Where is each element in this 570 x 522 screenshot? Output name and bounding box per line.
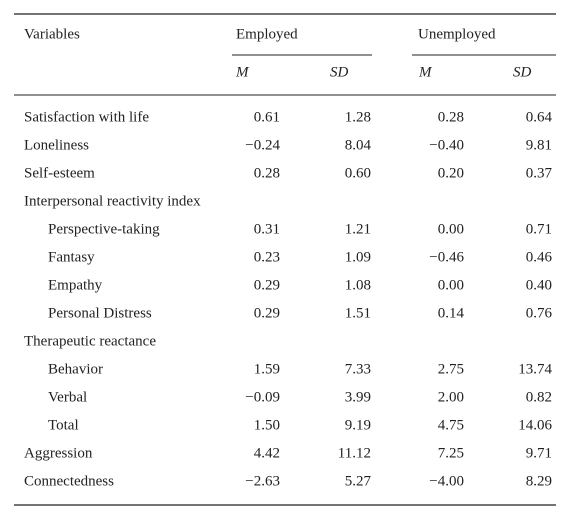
cell-value: 0.28	[438, 109, 464, 125]
sub-row-label: Personal Distress	[48, 305, 152, 321]
cell-value: 0.14	[438, 305, 465, 321]
cell-value: −0.40	[429, 137, 464, 153]
cell-value: 0.29	[254, 305, 280, 321]
column-header: SD	[513, 64, 532, 80]
cell-value: 0.00	[438, 277, 464, 293]
column-header: SD	[330, 64, 349, 80]
column-header: M	[418, 64, 433, 80]
cell-value: 0.76	[526, 305, 553, 321]
cell-value: 5.27	[345, 473, 372, 489]
cell-value: −4.00	[429, 473, 464, 489]
cell-value: −0.24	[245, 137, 280, 153]
row-label: Connectedness	[24, 473, 114, 489]
cell-value: 1.28	[345, 109, 371, 125]
cell-value: 9.19	[345, 417, 371, 433]
cell-value: 0.20	[438, 165, 464, 181]
cell-value: 14.06	[518, 417, 552, 433]
sub-row-label: Empathy	[48, 277, 103, 293]
cell-value: 8.04	[345, 137, 372, 153]
cell-value: 2.00	[438, 389, 464, 405]
cell-value: 3.99	[345, 389, 371, 405]
row-label: Self-esteem	[24, 165, 95, 181]
row-label: Satisfaction with life	[24, 109, 149, 125]
cell-value: 0.82	[526, 389, 552, 405]
cell-value: 1.59	[254, 361, 280, 377]
group-header: Employed	[236, 26, 298, 42]
cell-value: 8.29	[526, 473, 552, 489]
sub-row-label: Fantasy	[48, 249, 95, 265]
cell-value: 11.12	[338, 445, 371, 461]
row-label: Aggression	[24, 445, 93, 461]
sub-row-label: Verbal	[48, 389, 87, 405]
cell-value: 1.09	[345, 249, 371, 265]
sub-row-label: Perspective-taking	[48, 221, 160, 237]
cell-value: 7.25	[438, 445, 464, 461]
sub-row-label: Behavior	[48, 361, 103, 377]
cell-value: −0.09	[245, 389, 280, 405]
header-variables: Variables	[24, 26, 80, 42]
cell-value: 0.40	[526, 277, 552, 293]
row-label: Interpersonal reactivity index	[24, 193, 201, 209]
cell-value: −2.63	[245, 473, 280, 489]
cell-value: −0.46	[429, 249, 464, 265]
cell-value: 0.31	[254, 221, 280, 237]
cell-value: 0.37	[526, 165, 553, 181]
cell-value: 0.23	[254, 249, 280, 265]
cell-value: 4.75	[438, 417, 464, 433]
cell-value: 9.71	[526, 445, 552, 461]
cell-value: 2.75	[438, 361, 464, 377]
cell-value: 1.08	[345, 277, 371, 293]
column-header: M	[235, 64, 250, 80]
cell-value: 0.71	[526, 221, 552, 237]
cell-value: 0.29	[254, 277, 280, 293]
cell-value: 0.64	[526, 109, 553, 125]
cell-value: 0.61	[254, 109, 280, 125]
cell-value: 13.74	[518, 361, 552, 377]
cell-value: 4.42	[254, 445, 280, 461]
cell-value: 0.28	[254, 165, 280, 181]
sub-row-label: Total	[48, 417, 79, 433]
cell-value: 7.33	[345, 361, 371, 377]
cell-value: 0.60	[345, 165, 371, 181]
row-label: Therapeutic reactance	[24, 333, 156, 349]
cell-value: 0.46	[526, 249, 553, 265]
cell-value: 1.50	[254, 417, 280, 433]
row-label: Loneliness	[24, 137, 89, 153]
group-header: Unemployed	[418, 26, 496, 42]
cell-value: 1.21	[345, 221, 371, 237]
cell-value: 0.00	[438, 221, 464, 237]
cell-value: 9.81	[526, 137, 552, 153]
cell-value: 1.51	[345, 305, 371, 321]
